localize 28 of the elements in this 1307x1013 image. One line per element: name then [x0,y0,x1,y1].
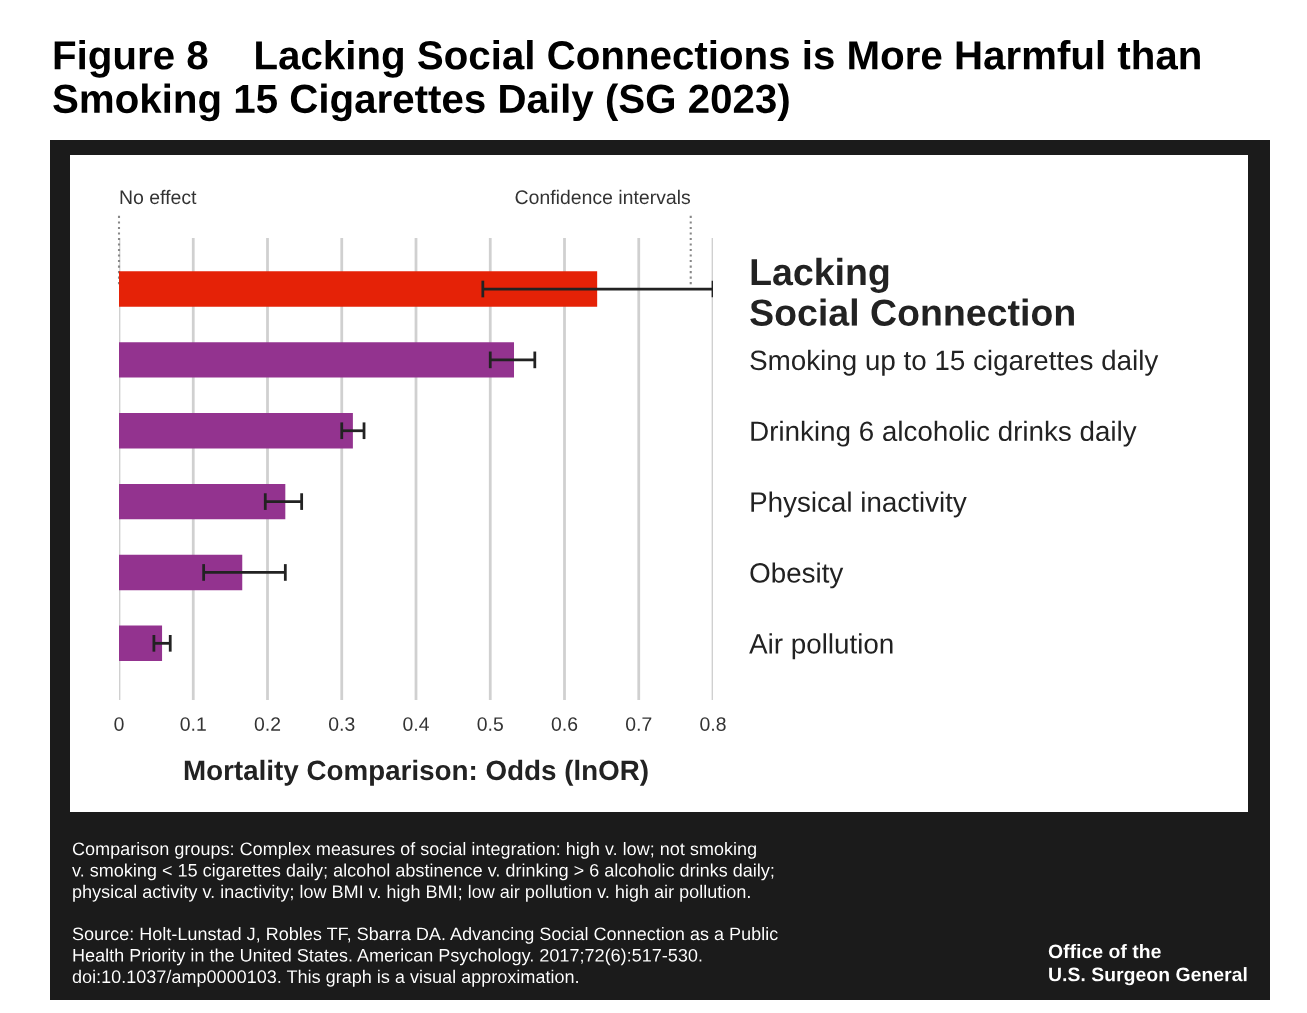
y-tick-label: Lacking Social Connection [750,257,1074,326]
x-tick-label: 0 [114,717,124,731]
bar [119,483,286,520]
chart-title: Figure 8 Lacking Social Connections is More Harmful than Smoking 15 Cigarettes Daily (SG 2023) [53,40,1200,122]
x-tick-label: 0.1 [180,717,206,731]
x-tick-label: 0.3 [329,717,355,731]
x-tick-label: 0.6 [551,717,578,731]
text: Comparison groups: Complex measures of social integration: high v. low; not smoking v. smoking < 15 cigarettes daily; alcohol abstinence v. drinking > 6 alcoholic drinks daily; physical activity v. inactivity; low BMI v. high BMI; low air pollution v. high air pollution. [72,842,774,902]
x-tick-label: 0.5 [477,717,503,731]
ref-line-label: Confidence intervals [515,189,691,205]
x-tick-label: 0.8 [700,717,726,731]
ref-line-label: No effect [120,189,197,205]
y-tick-label: Smoking up to 15 cigarettes daily [750,349,1159,376]
bar [119,271,598,307]
y-tick-label: Physical inactivity [751,491,967,518]
y-tick-label: Drinking 6 alcoholic drinks daily [751,420,1137,447]
bar [119,342,515,378]
x-tick-label: 0.7 [626,717,652,731]
y-tick-label: Obesity [750,562,844,589]
y-tick-label: Air pollution [749,633,893,660]
x-axis-title: Mortality Comparison: Odds (lnOR) [184,759,648,786]
bar [119,554,243,591]
bar [119,625,163,662]
text: Office of the U.S. Surgeon General [1048,944,1247,986]
x-tick-label: 0.2 [254,717,281,731]
bar [119,413,353,449]
x-tick-label: 0.4 [403,717,429,731]
source-note: Source: Holt-Lunstad J, Robles TF, Sbarra DA. Advancing Social Connection as a Public Health Priority in the United States. American Psychology. 2017;72(6):517-530. doi:10.1037/amp0000103. This graph is a visual approximation. [72,927,778,987]
